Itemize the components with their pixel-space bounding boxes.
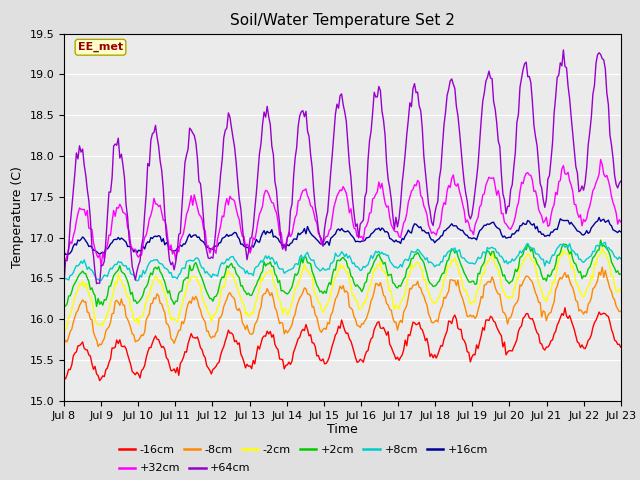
+8cm [305, 254, 313, 260]
+64cm [246, 235, 254, 241]
Text: EE_met: EE_met [78, 42, 123, 52]
+8cm [588, 253, 595, 259]
+16cm [60, 249, 68, 255]
-16cm [589, 324, 596, 330]
+2cm [617, 271, 625, 277]
+8cm [60, 277, 68, 283]
-16cm [246, 363, 254, 369]
Line: +64cm: +64cm [64, 50, 621, 284]
Y-axis label: Temperature (C): Temperature (C) [11, 166, 24, 268]
Line: -2cm: -2cm [64, 247, 621, 330]
+32cm [305, 196, 313, 202]
-16cm [617, 345, 625, 350]
+8cm [129, 272, 136, 277]
+32cm [228, 196, 236, 202]
-8cm [94, 344, 102, 349]
+32cm [97, 264, 105, 269]
X-axis label: Time: Time [327, 423, 358, 436]
+16cm [255, 240, 263, 245]
+16cm [63, 252, 71, 257]
+64cm [589, 91, 596, 97]
-8cm [255, 308, 263, 314]
Line: +32cm: +32cm [64, 159, 621, 266]
+2cm [129, 289, 136, 295]
Line: +16cm: +16cm [64, 217, 621, 254]
Line: +8cm: +8cm [64, 242, 621, 281]
+8cm [133, 278, 141, 284]
+32cm [130, 246, 138, 252]
Line: -8cm: -8cm [64, 267, 621, 347]
-2cm [255, 286, 263, 292]
+64cm [130, 270, 138, 276]
+16cm [595, 215, 603, 220]
+2cm [254, 278, 262, 284]
Title: Soil/Water Temperature Set 2: Soil/Water Temperature Set 2 [230, 13, 455, 28]
+8cm [228, 254, 236, 260]
-2cm [588, 273, 595, 278]
+64cm [60, 280, 68, 286]
Line: -16cm: -16cm [64, 308, 621, 381]
-2cm [305, 271, 313, 276]
+16cm [305, 228, 313, 233]
-2cm [60, 324, 68, 329]
+8cm [255, 261, 263, 266]
+2cm [226, 262, 234, 268]
-2cm [228, 271, 236, 277]
+2cm [303, 260, 311, 266]
Legend: +32cm, +64cm: +32cm, +64cm [114, 459, 255, 478]
+16cm [617, 229, 625, 235]
+8cm [246, 271, 254, 276]
-8cm [598, 264, 606, 270]
+16cm [228, 232, 236, 238]
+2cm [60, 304, 68, 310]
-8cm [305, 291, 313, 297]
+16cm [588, 225, 595, 231]
+64cm [617, 178, 625, 184]
+64cm [559, 47, 567, 53]
-8cm [228, 293, 236, 299]
-16cm [130, 370, 138, 376]
-2cm [130, 317, 138, 323]
+32cm [617, 219, 625, 225]
+8cm [602, 240, 609, 245]
-8cm [588, 295, 595, 301]
+64cm [93, 281, 100, 287]
+2cm [244, 290, 252, 296]
+32cm [255, 211, 263, 217]
+32cm [60, 263, 68, 268]
-8cm [130, 332, 138, 338]
+32cm [246, 250, 254, 256]
+32cm [588, 196, 595, 202]
-2cm [598, 244, 606, 250]
-2cm [61, 327, 69, 333]
-8cm [246, 331, 254, 337]
+8cm [617, 256, 625, 262]
+32cm [596, 156, 604, 162]
+64cm [305, 133, 313, 139]
-8cm [617, 308, 625, 314]
-16cm [305, 333, 313, 339]
+64cm [228, 125, 236, 131]
Line: +2cm: +2cm [64, 240, 621, 307]
-16cm [60, 375, 68, 381]
-16cm [255, 346, 263, 352]
-16cm [561, 305, 569, 311]
+64cm [255, 151, 263, 157]
+16cm [246, 247, 254, 253]
+16cm [130, 249, 138, 255]
-2cm [617, 288, 625, 294]
+2cm [586, 264, 594, 270]
-8cm [60, 341, 68, 347]
-16cm [96, 378, 104, 384]
-16cm [228, 330, 236, 336]
+2cm [596, 237, 604, 243]
-2cm [246, 313, 254, 319]
